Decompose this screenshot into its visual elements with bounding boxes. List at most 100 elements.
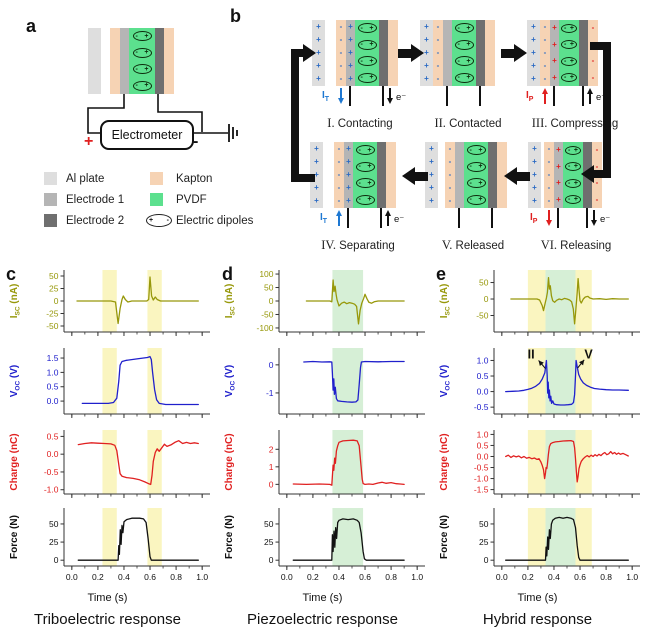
series-line	[505, 359, 629, 406]
charge-plus: +	[429, 143, 434, 153]
charge-plus: +	[556, 145, 561, 155]
x-axis-label: Time (s)	[302, 592, 343, 604]
current-arrow-icon	[546, 210, 552, 226]
cycle-state-released: + + + + + - - - - - - + - + - + - + V. Released	[425, 142, 525, 253]
x-ticks: 0.0 0.2 0.4 0.6 0.8 1.0	[496, 566, 638, 582]
svg-text:0.0: 0.0	[47, 396, 59, 406]
svg-text:0: 0	[54, 296, 59, 306]
dipole-icon: - +	[565, 178, 581, 188]
y-ticks: 2 1 0	[269, 444, 279, 489]
svg-text:25: 25	[49, 284, 59, 294]
charge-minus: -	[591, 72, 595, 82]
dipole-pos: +	[369, 41, 374, 49]
current-row: IT e⁻	[310, 208, 410, 234]
plus-terminal: +	[84, 133, 94, 150]
kapton-strip: - - - - -	[540, 20, 550, 86]
svg-text:50: 50	[264, 519, 274, 529]
dipole-plus: +	[149, 217, 154, 224]
svg-text:-1.0: -1.0	[474, 474, 489, 484]
svg-text:1.0: 1.0	[196, 572, 208, 582]
y-axis-label: Force (N)	[9, 515, 20, 559]
pvdf-strip: - + - + - + - +	[129, 28, 155, 94]
arrowhead-left-icon	[504, 167, 517, 185]
svg-text:0.5: 0.5	[47, 431, 59, 441]
dipole-pos: +	[478, 163, 483, 171]
axis	[63, 508, 210, 567]
state-numeral: IV.	[321, 238, 340, 252]
dipole-pos: +	[369, 74, 374, 82]
svg-text:0.0: 0.0	[66, 572, 78, 582]
svg-text:0.2: 0.2	[92, 572, 104, 582]
dipole-icon: - +	[357, 72, 377, 83]
charge-plus: +	[531, 34, 536, 44]
kapton-strip: - - - - -	[544, 142, 554, 208]
kapton-strip: - - - - -	[445, 142, 455, 208]
svg-text:25: 25	[49, 537, 59, 547]
charge-minus: -	[595, 161, 599, 171]
highlight-bands	[332, 348, 364, 414]
x-ticks	[286, 332, 418, 336]
y-ticks: 50 25 0	[264, 519, 279, 565]
dipole-icon: - +	[357, 23, 377, 34]
cycle-loop-left	[291, 49, 299, 182]
charge-minus: -	[591, 23, 595, 33]
dipole-icon: - +	[466, 194, 486, 205]
dipole-neg: -	[358, 146, 361, 154]
dipole-neg: -	[135, 49, 138, 57]
dipole-icon: - +	[357, 56, 377, 67]
dipole-neg: -	[358, 179, 361, 187]
x-ticks: 0.0 0.2 0.4 0.6 0.8 1.0	[281, 566, 423, 582]
svg-text:25: 25	[479, 537, 489, 547]
al-plate-strip: + + + + +	[420, 20, 433, 86]
charge-minus: -	[543, 34, 547, 44]
y-ticks: 50 25 0	[479, 519, 494, 565]
arrowhead-left-icon	[402, 167, 415, 185]
dipole-icon: - +	[454, 39, 474, 50]
y-ticks: 50 25 0 -25 -50	[46, 271, 64, 331]
dipole-pos: +	[478, 146, 483, 154]
electrode2-strip	[579, 20, 588, 86]
legend-swatch-al	[44, 172, 57, 185]
svg-text:0: 0	[269, 479, 274, 489]
y-ticks: 1.00.50.0 -0.5-1.0-1.5	[474, 429, 494, 495]
charge-minus: -	[547, 169, 551, 179]
pvdf-strip: - + - + - + - +	[559, 20, 579, 86]
highlight-bands	[332, 508, 364, 566]
dipole-pos: +	[569, 57, 574, 65]
arrow-shaft	[548, 210, 550, 220]
current-label: IT	[320, 212, 328, 226]
charge-plus: +	[552, 72, 557, 82]
cycle-state-contacting: + + + + + - - - - - + + + + + - + - + - + - + IT e⁻ I. Contacting	[312, 20, 412, 131]
cycle-state-contacted: + + + + + - - - - - - + - + - + - + II. Contacted	[420, 20, 520, 131]
charge-minus: -	[543, 74, 547, 84]
svg-text:0: 0	[484, 294, 489, 304]
arrow-ii-to-iii	[501, 49, 514, 58]
svg-text:25: 25	[264, 537, 274, 547]
arrow-vi-to-v	[517, 172, 530, 181]
chart-e-charge: 1.00.50.0 -0.5-1.0-1.5 Charge (nC)	[439, 429, 640, 498]
charge-minus: -	[339, 47, 343, 57]
charge-minus: -	[591, 56, 595, 66]
charge-plus: +	[346, 143, 351, 153]
svg-text:1.5: 1.5	[47, 353, 59, 363]
highlight-bands	[332, 430, 364, 494]
air-gap	[325, 20, 336, 86]
dipole-pos: +	[144, 32, 149, 40]
dipole-icon: - +	[466, 161, 486, 172]
svg-text:0: 0	[54, 555, 59, 565]
state-name: Compressing	[550, 118, 619, 130]
al-plate-strip: + + + + +	[527, 20, 540, 86]
electrode-wire	[458, 208, 460, 228]
charge-plus: +	[424, 47, 429, 57]
legend-label: Electrode 1	[66, 193, 125, 206]
chart-e-voc: 1.0 0.5 0.0 -0.5 VOC (V) II V	[439, 347, 640, 418]
svg-text:1.0: 1.0	[411, 572, 423, 582]
dipole-icon: - +	[132, 80, 152, 91]
annotation-label: II	[528, 347, 535, 361]
dipole-neg: -	[564, 24, 567, 32]
state-name: Contacted	[449, 118, 502, 130]
charge-minus: -	[337, 196, 341, 206]
svg-text:-0.5: -0.5	[474, 463, 489, 473]
svg-text:0.6: 0.6	[359, 572, 371, 582]
kapton-strip	[388, 20, 398, 86]
